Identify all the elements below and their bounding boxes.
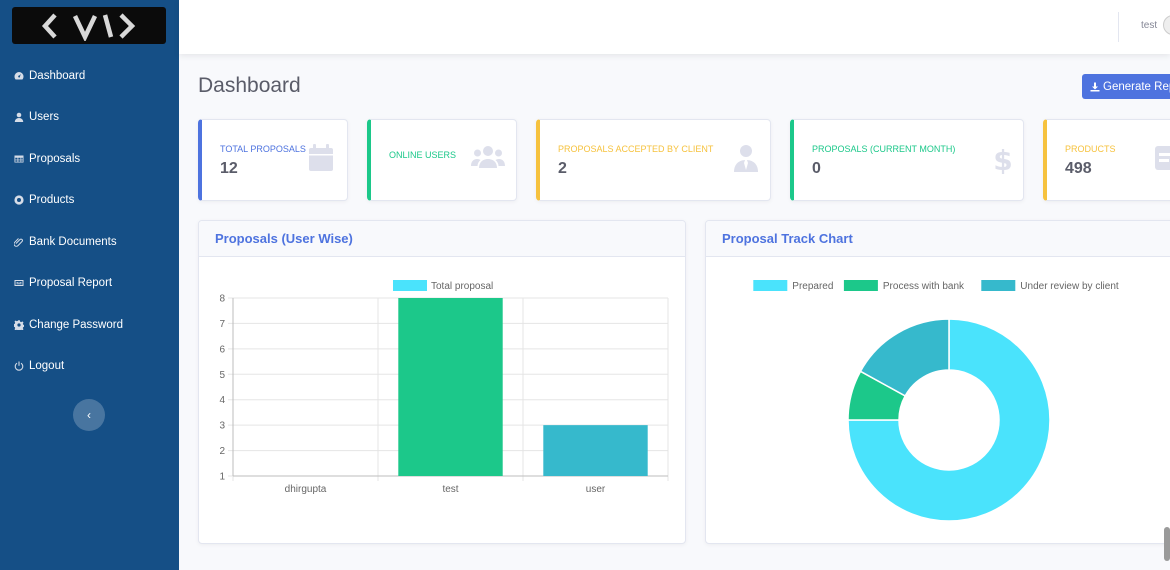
y-tick-label: 7 [219, 319, 225, 330]
bar [398, 298, 503, 476]
sidebar-nav: Dashboard Users Proposals Products Bank … [0, 55, 179, 387]
donut-chart-card: Proposal Track Chart Prepared Process wit… [705, 220, 1170, 544]
legend-swatch [393, 280, 427, 291]
product-icon [13, 194, 25, 206]
users-icon [471, 144, 505, 170]
y-tick-label: 2 [219, 446, 225, 457]
y-tick-label: 3 [219, 421, 225, 432]
sidebar: Dashboard Users Proposals Products Bank … [0, 0, 179, 570]
page-title: Dashboard [198, 74, 301, 97]
power-icon [13, 360, 25, 372]
sidebar-item-label: Proposals [29, 152, 81, 165]
scrollbar-thumb[interactable] [1164, 527, 1170, 561]
y-tick-label: 5 [219, 370, 225, 381]
legend-swatch [753, 280, 788, 291]
brand-logo[interactable] [12, 7, 166, 44]
sidebar-item-label: Logout [29, 360, 65, 373]
y-tick-label: 4 [219, 395, 225, 406]
sidebar-item-label: Users [29, 111, 60, 124]
paperclip-icon [13, 236, 25, 248]
y-tick-label: 6 [219, 344, 225, 355]
report-icon [13, 277, 25, 289]
stat-card-total-proposals[interactable]: TOTAL PROPOSALS 12 [198, 119, 348, 201]
stat-label: TOTAL PROPOSALS [220, 144, 306, 154]
y-tick-label: 8 [219, 294, 225, 305]
box-icon [1155, 144, 1170, 172]
sidebar-item-label: Dashboard [29, 69, 86, 82]
calendar-icon [308, 144, 334, 172]
bar [543, 425, 648, 476]
stat-card-online-users[interactable]: ONLINE USERS [367, 119, 517, 201]
sidebar-item-logout[interactable]: Logout [0, 346, 179, 388]
stat-label: ONLINE USERS [389, 150, 457, 160]
sidebar-item-proposal-report[interactable]: Proposal Report [0, 263, 179, 305]
bar-chart-card: Proposals (User Wise) Total proposal 1 2 3 4… [198, 220, 686, 544]
topbar: test [179, 0, 1170, 54]
legend-label: Process with bank [883, 281, 965, 292]
legend-label: Under review by client [1020, 281, 1119, 292]
sidebar-item-dashboard[interactable]: Dashboard [0, 55, 179, 97]
avatar[interactable] [1163, 15, 1170, 35]
user-icon [13, 111, 25, 123]
donut-chart: Prepared Process with bank Under review by… [753, 280, 1119, 522]
table-icon [13, 153, 25, 165]
stat-value: 498 [1065, 160, 1092, 177]
sidebar-item-label: Proposal Report [29, 277, 113, 290]
sidebar-toggle-button[interactable]: ‹ [73, 399, 105, 431]
sidebar-item-change-password[interactable]: Change Password [0, 304, 179, 346]
card-title: Proposal Track Chart [706, 221, 1170, 257]
stat-card-proposals-accepted[interactable]: PROPOSALS ACCEPTED BY CLIENT 2 [536, 119, 771, 201]
sidebar-item-bank-documents[interactable]: Bank Documents [0, 221, 179, 263]
bar-chart: Total proposal 1 2 3 4 5 6 7 8 dhirgupta test user [219, 280, 669, 495]
legend-swatch [981, 280, 1016, 291]
stat-card-products[interactable]: PRODUCTS 498 [1043, 119, 1170, 201]
x-tick-label: dhirgupta [285, 484, 327, 495]
gear-icon [13, 319, 25, 331]
stat-label: PROPOSALS (CURRENT MONTH) [812, 144, 956, 154]
legend-label: Total proposal [431, 281, 493, 292]
legend-swatch [843, 280, 878, 291]
donut-slice [859, 318, 950, 397]
y-tick-label: 1 [219, 472, 225, 483]
sidebar-item-label: Bank Documents [29, 235, 117, 248]
stat-label: PROPOSALS ACCEPTED BY CLIENT [558, 144, 714, 154]
download-icon [1090, 82, 1100, 91]
x-tick-label: user [586, 484, 606, 495]
sidebar-item-users[interactable]: Users [0, 97, 179, 139]
generate-report-label: Generate Rep [1103, 80, 1170, 93]
topbar-divider [1118, 12, 1119, 42]
x-tick-label: test [442, 484, 458, 495]
stat-value: 0 [812, 160, 821, 177]
dollar-icon: $ [993, 144, 1012, 177]
sidebar-item-proposals[interactable]: Proposals [0, 138, 179, 180]
stat-card-proposals-current-month[interactable]: PROPOSALS (CURRENT MONTH) 0 $ [790, 119, 1024, 201]
donut-slice [847, 318, 1051, 522]
sidebar-item-products[interactable]: Products [0, 180, 179, 222]
card-title: Proposals (User Wise) [199, 221, 685, 257]
sidebar-item-label: Change Password [29, 318, 123, 331]
stat-value: 12 [220, 160, 238, 177]
chevron-left-icon: ‹ [87, 408, 91, 422]
svg-text:$: $ [994, 144, 1012, 174]
stat-label: PRODUCTS [1065, 144, 1116, 154]
user-name[interactable]: test [1141, 20, 1158, 31]
legend-label: Prepared [792, 281, 833, 292]
dashboard-icon [13, 70, 25, 82]
user-tie-icon [734, 144, 758, 172]
generate-report-button[interactable]: Generate Rep [1082, 74, 1170, 99]
stat-value: 2 [558, 160, 567, 177]
sidebar-item-label: Products [29, 194, 75, 207]
